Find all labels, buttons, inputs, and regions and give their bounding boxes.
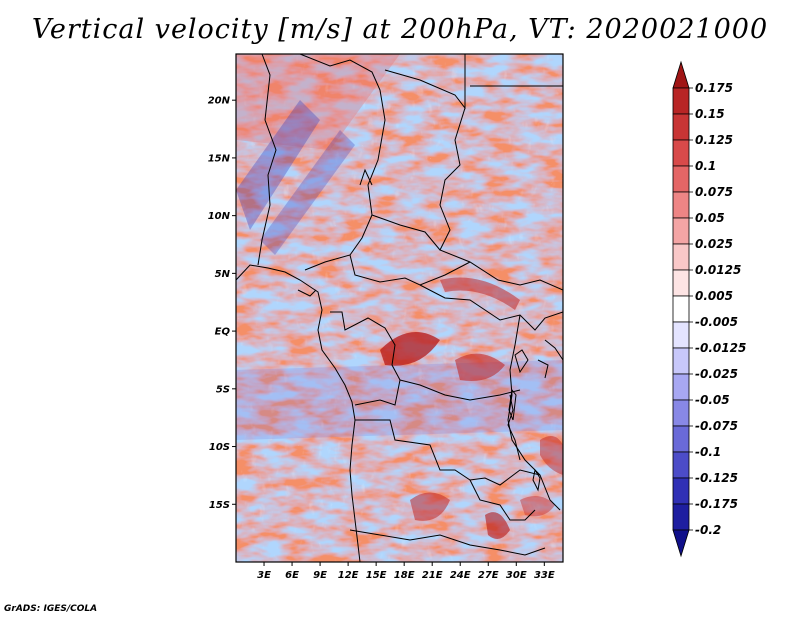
colorbar-label: 0.125 [695, 133, 733, 147]
colorbar-label: 0.075 [695, 185, 733, 199]
colorbar-label: -0.0125 [695, 341, 746, 355]
colorbar-segment [672, 87, 690, 115]
lon-tick-label: 6E [285, 570, 299, 581]
lon-tick-label: 30E [506, 570, 527, 581]
lon-tick-label: 33E [534, 570, 555, 581]
lat-tick-label: 5S [216, 384, 230, 395]
colorbar-segment [672, 425, 690, 453]
colorbar-label: 0.1 [695, 159, 716, 173]
colorbar-segment [672, 321, 690, 349]
colorbar-segment [672, 529, 690, 558]
lon-tick-label: 15E [366, 570, 387, 581]
colorbar-label: -0.2 [695, 523, 721, 537]
colorbar-segment [672, 451, 690, 479]
lon-tick-label: 24E [450, 570, 471, 581]
colorbar-segment [672, 477, 690, 505]
colorbar-label: 0.0125 [695, 263, 741, 277]
latitude-axis: 20N 15N 10N 5N EQ 5S 10S 15S [208, 96, 236, 511]
colorbar-label: -0.005 [695, 315, 738, 329]
lat-tick-label: 5N [215, 269, 231, 280]
colorbar-label: -0.1 [695, 445, 721, 459]
colorbar-segment [672, 60, 690, 89]
lon-tick-label: 21E [422, 570, 443, 581]
lon-tick-label: 27E [478, 570, 499, 581]
colorbar-segment [672, 191, 690, 219]
colorbar-label: 0.025 [695, 237, 733, 251]
lat-tick-label: 20N [208, 96, 231, 107]
colorbar-label: 0.175 [695, 81, 733, 95]
colorbar-label: -0.125 [695, 471, 738, 485]
colorbar-label: 0.005 [695, 289, 733, 303]
lat-tick-label: 10S [209, 442, 230, 453]
vertical-velocity-field [236, 54, 563, 562]
colorbar-segment [672, 373, 690, 401]
lat-tick-label: 15N [208, 153, 231, 164]
map-frame [235, 53, 564, 563]
grads-credit: GrADS: IGES/COLA [4, 604, 98, 614]
lon-tick-label: 12E [338, 570, 359, 581]
lon-tick-label: 9E [313, 570, 327, 581]
colorbar-label: 0.15 [695, 107, 725, 121]
map-title: Vertical velocity [m/s] at 200hPa, VT: 2… [31, 14, 769, 45]
lon-tick-label: 18E [394, 570, 415, 581]
colorbar-segment [672, 503, 690, 531]
colorbar-segment [672, 217, 690, 245]
colorbar-segment [672, 113, 690, 141]
colorbar-segment [672, 139, 690, 167]
lat-tick-label: 10N [208, 211, 231, 222]
colorbar-label: -0.05 [695, 393, 730, 407]
lat-tick-label: 15S [209, 500, 230, 511]
colorbar: 0.175 0.15 0.125 0.1 0.075 0.05 0.025 0.0125 0.0… [672, 60, 746, 558]
colorbar-segment [672, 243, 690, 271]
lakes [508, 349, 541, 492]
colorbar-segment [672, 269, 690, 297]
colorbar-label: -0.025 [695, 367, 738, 381]
lat-tick-label: EQ [215, 327, 231, 338]
longitude-axis: 3E 6E 9E 12E 15E 18E 21E 24E 27E 30E 33E [257, 562, 555, 581]
colorbar-segment [672, 399, 690, 427]
colorbar-label: 0.05 [695, 211, 725, 225]
colorbar-label: -0.175 [695, 497, 738, 511]
colorbar-label: -0.075 [695, 419, 738, 433]
colorbar-segment [672, 165, 690, 193]
colorbar-segment [672, 295, 690, 323]
lon-tick-label: 3E [257, 570, 271, 581]
colorbar-segment [672, 347, 690, 375]
country-boundaries [236, 54, 563, 562]
